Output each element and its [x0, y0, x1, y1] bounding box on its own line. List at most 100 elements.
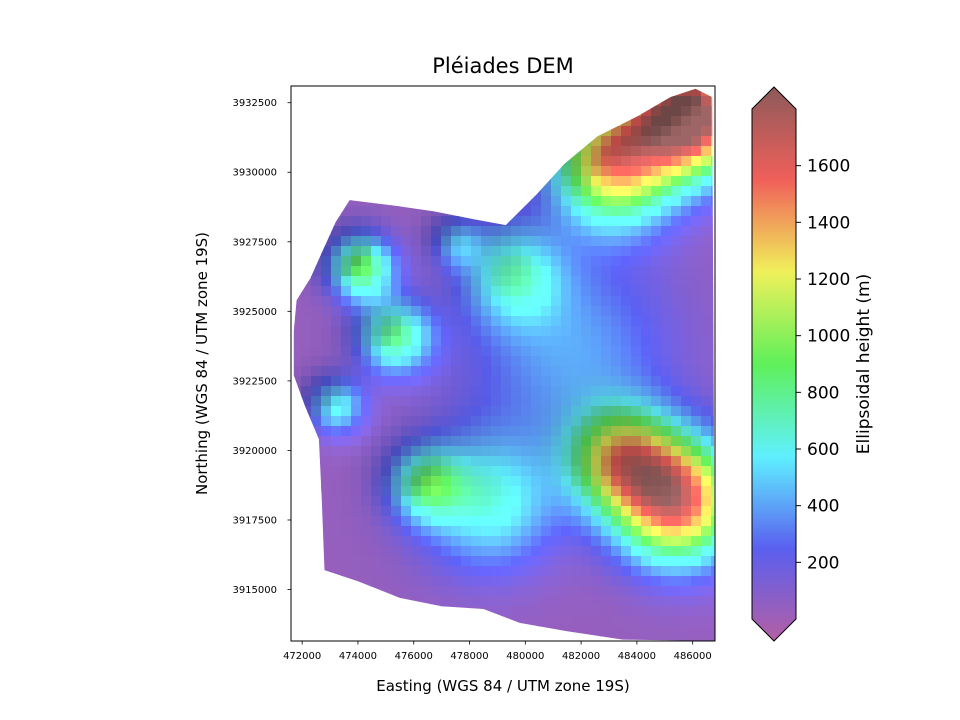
dem-cell [391, 146, 402, 157]
dem-cell [421, 576, 432, 587]
dem-cell [581, 116, 592, 127]
dem-cell [711, 346, 715, 357]
dem-cell [701, 266, 712, 277]
dem-cell [641, 456, 652, 467]
dem-cell [351, 226, 362, 237]
dem-cell [541, 126, 552, 137]
dem-cell [401, 486, 412, 497]
dem-cell [651, 286, 662, 297]
dem-cell [411, 216, 422, 227]
dem-cell [361, 406, 372, 417]
dem-cell [491, 316, 502, 327]
dem-cell [541, 136, 552, 147]
dem-cell [371, 256, 382, 267]
dem-cell [411, 126, 422, 137]
dem-cell [301, 526, 312, 537]
dem-cell [551, 396, 562, 407]
dem-cell [461, 146, 472, 157]
dem-cell [541, 266, 552, 277]
dem-cell [511, 576, 522, 587]
dem-cell [451, 136, 462, 147]
dem-cell [671, 136, 682, 147]
dem-cell [581, 336, 592, 347]
dem-cell [681, 406, 692, 417]
dem-cell [631, 326, 642, 337]
dem-cell [321, 476, 332, 487]
dem-cell [471, 456, 482, 467]
dem-cell [421, 526, 432, 537]
dem-cell [571, 546, 582, 557]
dem-cell [411, 496, 422, 507]
dem-cell [681, 196, 692, 207]
dem-cell [561, 106, 572, 117]
dem-cell [531, 316, 542, 327]
dem-cell [681, 276, 692, 287]
dem-cell [411, 246, 422, 257]
dem-cell [601, 476, 612, 487]
dem-cell [671, 236, 682, 247]
dem-cell [561, 486, 572, 497]
dem-cell [701, 496, 712, 507]
dem-cell [361, 276, 372, 287]
dem-cell [491, 256, 502, 267]
dem-cell [511, 406, 522, 417]
dem-cell [421, 166, 432, 177]
dem-cell [293, 176, 302, 187]
dem-cell [701, 366, 712, 377]
dem-cell [471, 136, 482, 147]
x-axis-ticks: 472000 474000 476000 478000 480000 482000 4840… [283, 641, 712, 662]
dem-cell [551, 366, 562, 377]
dem-cell [671, 186, 682, 197]
dem-cell [481, 306, 492, 317]
dem-cell [561, 586, 572, 597]
dem-cell [541, 456, 552, 467]
dem-cell [521, 536, 532, 547]
dem-cell [661, 246, 672, 257]
dem-cell [661, 156, 672, 167]
dem-cell [511, 476, 522, 487]
dem-cell [671, 496, 682, 507]
dem-cell [621, 276, 632, 287]
dem-cell [671, 176, 682, 187]
dem-cell [691, 296, 702, 307]
dem-cell [511, 446, 522, 457]
dem-cell [701, 556, 712, 567]
dem-cell [651, 226, 662, 237]
dem-cell [481, 356, 492, 367]
dem-cell [651, 176, 662, 187]
dem-cell [481, 406, 492, 417]
dem-cell [391, 476, 402, 487]
dem-cell [351, 286, 362, 297]
dem-cell [293, 356, 302, 367]
dem-cell [341, 596, 352, 607]
dem-cell [571, 266, 582, 277]
dem-cell [631, 566, 642, 577]
dem-cell [651, 116, 662, 127]
dem-cell [651, 576, 662, 587]
dem-cell [491, 406, 502, 417]
dem-cell [421, 136, 432, 147]
dem-cell [671, 166, 682, 177]
dem-cell [521, 88, 532, 97]
dem-cell [661, 216, 672, 227]
dem-cell [681, 88, 692, 97]
dem-cell [561, 526, 572, 537]
dem-cell [391, 156, 402, 167]
dem-cell [381, 596, 392, 607]
dem-cell [661, 546, 672, 557]
y-tick-label: 3932500 [232, 98, 277, 109]
x-tick-label: 472000 [283, 651, 321, 662]
dem-cell [561, 88, 572, 97]
dem-cell [621, 186, 632, 197]
dem-cell [581, 626, 592, 637]
dem-cell [561, 326, 572, 337]
dem-cell [611, 126, 622, 137]
dem-cell [321, 486, 332, 497]
dem-cell [691, 526, 702, 537]
dem-cell [611, 176, 622, 187]
dem-cell [391, 196, 402, 207]
dem-cell [631, 386, 642, 397]
dem-cell [331, 356, 342, 367]
dem-cell [361, 88, 372, 97]
